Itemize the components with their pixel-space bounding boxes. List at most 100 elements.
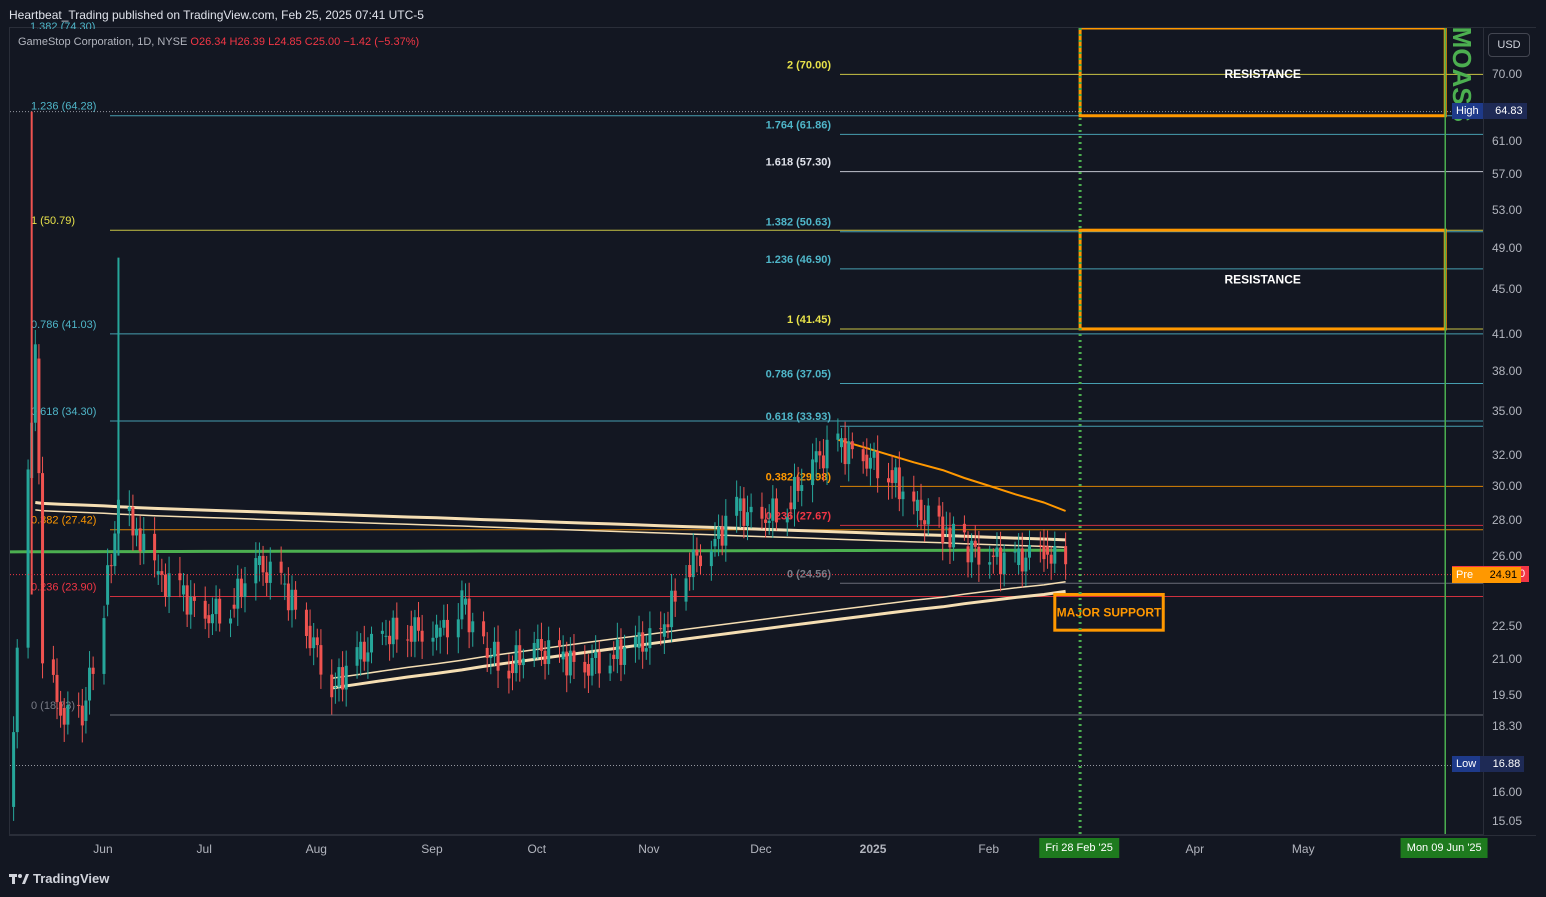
- symbol-legend[interactable]: GameStop Corporation, 1D, NYSE O26.34 H2…: [18, 36, 419, 48]
- price-axis[interactable]: 70.00 61.00 57.00 53.00 49.00 45.00 41.00 38.00…: [1484, 27, 1536, 836]
- candle-body: [662, 624, 666, 637]
- candle-body: [583, 661, 587, 673]
- candle-body: [612, 654, 616, 660]
- candle-body: [1027, 545, 1031, 558]
- candle-body: [395, 617, 399, 640]
- price-tag-name: Low: [1452, 756, 1481, 773]
- candle-body: [923, 520, 927, 525]
- candle-body: [214, 598, 218, 615]
- price-tag-value: 24.91: [1477, 567, 1522, 584]
- candle-body: [973, 540, 977, 547]
- candle-body: [413, 617, 417, 642]
- currency-button[interactable]: USD: [1488, 33, 1530, 57]
- candle-body: [742, 498, 746, 526]
- candle-body: [688, 565, 692, 578]
- candle-body: [565, 651, 569, 676]
- time-axis[interactable]: Jun Jul Aug Sep Oct Nov Dec 2025 Feb Apr May: [9, 835, 1536, 862]
- anchored-vwap-lower: [331, 589, 1066, 690]
- candle-body: [695, 549, 699, 556]
- candle-body: [261, 555, 265, 573]
- tradingview-logo-icon: [9, 873, 29, 884]
- fib-left-label: 0.382 (27.42): [31, 515, 96, 527]
- candle-body: [514, 645, 518, 674]
- price-chart[interactable]: 1.236 (64.28) 1 (50.79) 0.786 (41.03) 0.618…: [10, 28, 1484, 835]
- high-price-tag: High 64.83: [1452, 102, 1527, 119]
- price-tick-label: 32.00: [1492, 447, 1523, 462]
- candle-body: [55, 674, 59, 703]
- candle-body: [1049, 554, 1053, 564]
- price-tick-label: 30.00: [1492, 479, 1523, 494]
- candle-body: [1024, 557, 1028, 572]
- price-tag-value: 16.88: [1480, 756, 1525, 773]
- candle-body: [218, 598, 222, 624]
- candle-body: [77, 704, 81, 706]
- candle-body: [341, 667, 345, 690]
- fib-left-label: 0.786 (41.03): [31, 319, 96, 331]
- candle-body: [1053, 546, 1057, 564]
- candle-body: [355, 647, 359, 666]
- candle-body: [586, 664, 590, 676]
- candle-body: [435, 624, 439, 638]
- candle-body: [315, 637, 319, 646]
- price-tick-label: 21.00: [1492, 652, 1523, 667]
- candle-body: [518, 645, 522, 666]
- candle-body: [471, 621, 475, 633]
- candle-body: [185, 585, 189, 615]
- candle-body: [167, 573, 171, 597]
- candle-body: [861, 449, 865, 462]
- price-tick-label: 45.00: [1492, 282, 1523, 296]
- candle-body: [738, 498, 742, 511]
- candle-body: [796, 476, 800, 491]
- candle-body: [41, 473, 45, 664]
- candle-body: [417, 617, 421, 631]
- candle-body: [51, 659, 55, 675]
- candle-body: [127, 506, 131, 511]
- fib-right-label: 1.382 (50.63): [766, 217, 832, 229]
- candle-body: [792, 476, 796, 510]
- candle-body: [257, 555, 261, 566]
- candle-body: [800, 485, 804, 491]
- fib-right-label: 2 (70.00): [787, 59, 831, 71]
- candle-body: [1042, 545, 1046, 560]
- candle-body: [330, 674, 334, 698]
- candle-body: [153, 533, 157, 561]
- candle-body: [109, 565, 113, 567]
- time-tick-label: 2025: [859, 842, 887, 856]
- candle-body: [406, 639, 410, 641]
- price-tick-label: 41.00: [1492, 327, 1523, 342]
- chart-plot-area[interactable]: 1.236 (64.28) 1 (50.79) 0.786 (41.03) 0.618…: [9, 27, 1484, 835]
- candle-body: [988, 562, 992, 565]
- tradingview-logo[interactable]: TradingView: [9, 871, 109, 886]
- candle-body: [952, 523, 956, 548]
- candle-body: [489, 656, 493, 658]
- symbol-name[interactable]: GameStop Corporation, 1D, NYSE: [18, 36, 188, 48]
- price-tick-label: 49.00: [1492, 240, 1523, 255]
- candle-body: [670, 590, 674, 628]
- candle-body: [774, 498, 778, 523]
- candle-body: [142, 533, 146, 552]
- candle-body: [641, 632, 645, 652]
- candle-body: [1017, 548, 1021, 566]
- candle-body: [735, 496, 739, 516]
- candle-body: [962, 523, 966, 533]
- candle-body: [684, 578, 688, 602]
- fib-right-label: 0.786 (37.05): [766, 368, 832, 380]
- candle-body: [568, 650, 572, 676]
- zone-box: [1053, 592, 1165, 632]
- price-tick-label: 70.00: [1492, 67, 1523, 82]
- chart-header: Heartbeat_Trading published on TradingVi…: [0, 0, 1546, 28]
- price-tag-name: High: [1452, 102, 1483, 119]
- fib-right-label: 0.618 (33.93): [766, 411, 832, 423]
- candle-body: [666, 624, 670, 628]
- candle-body: [442, 619, 446, 628]
- candle-body: [431, 637, 435, 642]
- price-tick-label: 26.00: [1492, 548, 1523, 563]
- candle-body: [597, 651, 601, 674]
- price-tick-label: 53.00: [1492, 202, 1523, 217]
- candle-body: [304, 609, 308, 636]
- candle-body: [814, 451, 818, 463]
- candle-body: [876, 451, 880, 479]
- candle-body: [724, 515, 728, 546]
- candle-body: [558, 640, 562, 647]
- candle-body: [991, 555, 995, 557]
